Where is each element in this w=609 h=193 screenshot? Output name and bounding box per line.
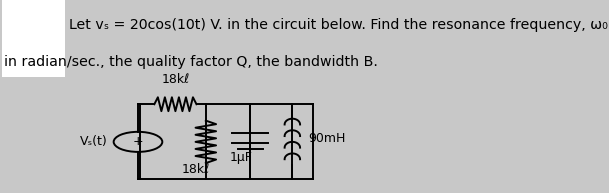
Text: 90mH: 90mH	[309, 132, 346, 146]
Text: 1μF: 1μF	[230, 151, 253, 164]
Text: Vₛ(t): Vₛ(t)	[80, 135, 108, 148]
Text: 18kℓ: 18kℓ	[161, 73, 189, 86]
Text: +: +	[133, 135, 143, 148]
FancyBboxPatch shape	[2, 0, 66, 77]
Text: Let vₛ = 20cos(10t) V. in the circuit below. Find the resonance frequency, ω₀,: Let vₛ = 20cos(10t) V. in the circuit be…	[69, 18, 609, 32]
Text: in radian/sec., the quality factor Q, the bandwidth B.: in radian/sec., the quality factor Q, th…	[4, 55, 378, 69]
Text: 18kℓ: 18kℓ	[181, 163, 209, 176]
